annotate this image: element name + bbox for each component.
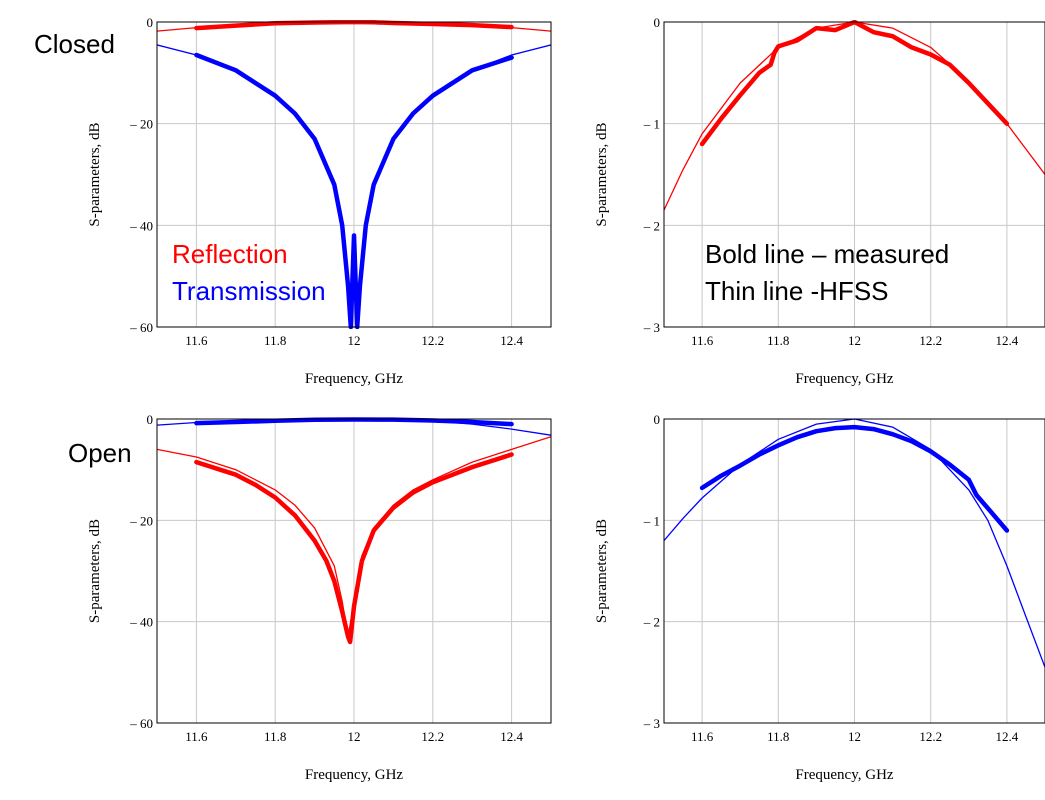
x-tick-label: 12.2 — [919, 729, 942, 744]
x-tick-label: 11.6 — [691, 729, 714, 744]
chart-panel-bottom-right: 11.6 11.8 12 12.2 12.4 0 – 1 – 2 – 3 Frequency, G… — [594, 412, 1045, 783]
x-axis-label: Frequency, GHz — [305, 371, 404, 387]
y-tick-label: – 3 — [643, 320, 660, 335]
bold-line-note: Bold line – measured — [705, 239, 949, 269]
series-line-transmission-measured — [194, 52, 514, 329]
y-axis-label: S-parameters, dB — [87, 519, 103, 623]
y-tick-label: 0 — [147, 15, 154, 30]
x-tick-label: 12.2 — [421, 729, 444, 744]
x-tick-label: 12.2 — [919, 333, 942, 348]
series-line-transmission-measured — [699, 424, 1010, 533]
x-axis-label: Frequency, GHz — [795, 371, 894, 387]
closed-label: Closed — [34, 29, 115, 59]
x-axis-label: Frequency, GHz — [795, 767, 894, 783]
y-tick-label: – 2 — [643, 218, 660, 233]
y-tick-label: 0 — [654, 15, 661, 30]
y-tick-label: – 2 — [643, 615, 660, 630]
x-tick-label: 11.8 — [767, 729, 789, 744]
y-axis-label: S-parameters, dB — [87, 122, 103, 226]
series-group — [664, 20, 1045, 211]
y-tick-label: – 3 — [643, 716, 660, 731]
x-tick-label: 11.6 — [691, 333, 714, 348]
y-tick-label: – 1 — [643, 117, 660, 132]
plot-frame — [663, 21, 1045, 328]
plot-frame — [156, 21, 552, 328]
chart-panel-top-right: 11.6 11.8 12 12.2 12.4 0 – 1 – 2 – 3 Frequency, G… — [594, 15, 1045, 387]
open-label: Open — [68, 438, 132, 468]
x-tick-label: 11.6 — [185, 333, 208, 348]
y-tick-label: 0 — [147, 412, 154, 427]
x-tick-label: 12.4 — [500, 729, 523, 744]
x-tick-label: 12.4 — [500, 333, 523, 348]
y-tick-label: – 20 — [129, 117, 153, 132]
x-tick-label: 12 — [348, 729, 361, 744]
x-tick-label: 11.8 — [264, 333, 286, 348]
y-tick-label: – 20 — [129, 513, 153, 528]
x-tick-label: 12 — [848, 333, 861, 348]
thin-line-note: Thin line -HFSS — [705, 276, 889, 306]
y-tick-label: – 60 — [129, 320, 153, 335]
x-tick-label: 12.4 — [996, 729, 1019, 744]
x-tick-label: 11.8 — [264, 729, 286, 744]
reflection-legend-label: Reflection — [172, 239, 288, 269]
x-tick-label: 12 — [848, 729, 861, 744]
x-tick-label: 11.6 — [185, 729, 208, 744]
plot-frame — [156, 418, 552, 724]
plot-frame — [663, 418, 1045, 724]
x-axis-label: Frequency, GHz — [305, 767, 404, 783]
series-line-transmission-hfss — [664, 418, 1045, 668]
x-tick-label: 12 — [348, 333, 361, 348]
y-tick-label: – 40 — [129, 615, 153, 630]
x-tick-label: 12.2 — [421, 333, 444, 348]
series-line-reflection-measured — [194, 452, 514, 645]
x-tick-label: 11.8 — [767, 333, 789, 348]
transmission-legend-label: Transmission — [172, 276, 326, 306]
y-tick-label: – 1 — [643, 513, 660, 528]
y-tick-label: – 40 — [129, 218, 153, 233]
y-axis-label: S-parameters, dB — [594, 519, 610, 623]
chart-panel-bottom-left: 11.6 11.8 12 12.2 12.4 0 – 20 – 40 – 60 Frequency… — [87, 412, 552, 783]
chart-panel-top-left: 11.6 11.8 12 12.2 12.4 0 – 20 – 40 – 60 Frequency… — [87, 15, 552, 387]
y-axis-label: S-parameters, dB — [594, 122, 610, 226]
y-tick-label: 0 — [654, 412, 661, 427]
series-group — [664, 418, 1045, 668]
charts-container: 11.6 11.8 12 12.2 12.40– 20– 40– 60Frequency… — [87, 15, 1045, 783]
x-tick-label: 12.4 — [996, 333, 1019, 348]
y-tick-label: – 60 — [129, 716, 153, 731]
series-line-reflection-measured — [699, 20, 1010, 147]
